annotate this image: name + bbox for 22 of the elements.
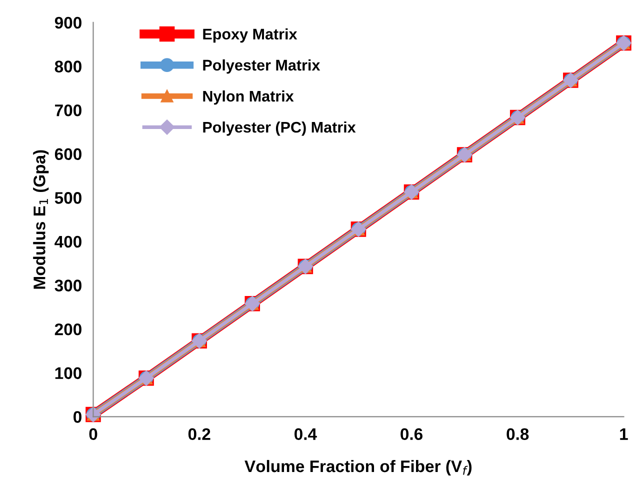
legend-label: Polyester Matrix xyxy=(203,59,320,74)
x-tick-label: 0.6 xyxy=(400,428,423,440)
legend-label: Nylon Matrix xyxy=(203,90,294,105)
y-tick-label: 300 xyxy=(54,280,82,292)
y-tick-label: 200 xyxy=(54,323,82,336)
x-tick-label: 0.2 xyxy=(188,428,210,440)
y-tick-label: 0 xyxy=(74,411,82,423)
x-axis-title: Volume Fraction of Fiber (V$_{f}$) xyxy=(244,460,472,476)
legend-label: Epoxy Matrix xyxy=(203,28,298,43)
y-tick-label: 700 xyxy=(55,104,82,116)
legend-label: Polyester (PC) Matrix xyxy=(203,121,356,136)
x-tick-label: 0 xyxy=(89,428,98,440)
y-tick-label: 400 xyxy=(54,236,82,248)
y-tick-label: 900 xyxy=(54,16,82,29)
y-tick-label: 800 xyxy=(54,60,82,72)
x-tick-label: 0.4 xyxy=(294,428,317,440)
y-tick-label: 100 xyxy=(55,367,82,380)
y-axis-title: Modulus E$_{1}$ (Gpa) xyxy=(33,150,49,289)
x-tick-label: 1 xyxy=(620,428,628,440)
y-tick-label: 500 xyxy=(54,192,82,204)
x-tick-label: 0.8 xyxy=(506,428,529,440)
y-tick-label: 600 xyxy=(54,148,82,160)
